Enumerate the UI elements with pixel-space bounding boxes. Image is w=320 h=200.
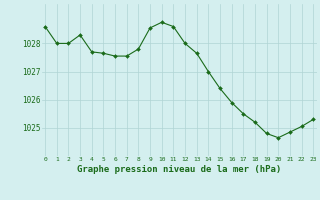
X-axis label: Graphe pression niveau de la mer (hPa): Graphe pression niveau de la mer (hPa) (77, 165, 281, 174)
